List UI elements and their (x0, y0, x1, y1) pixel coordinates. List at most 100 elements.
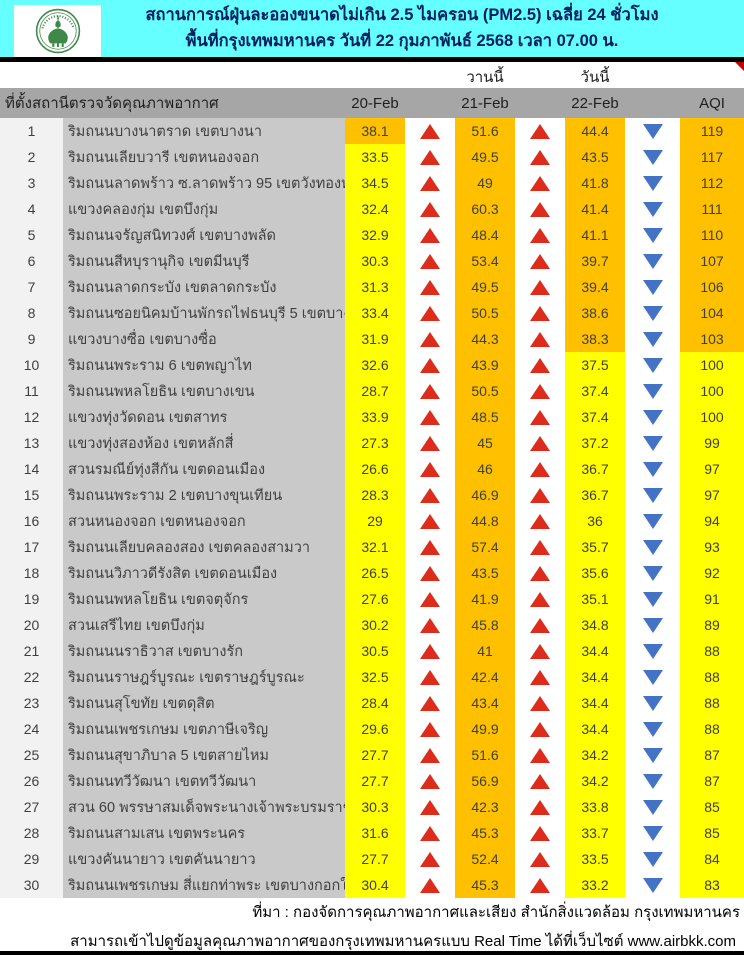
today-label: วันนี้ (580, 69, 610, 86)
header-banner: สถานการณ์ฝุ่นละอองขนาดไม่เกิน 2.5 ไมครอน… (0, 0, 744, 57)
trend-aqi-cell (625, 768, 680, 794)
pm25-21feb-value: 49.5 (455, 274, 515, 300)
pm25-20feb-value: 28.4 (345, 690, 405, 716)
pm25-20feb-value: 32.5 (345, 664, 405, 690)
trend-22feb-cell (515, 196, 565, 222)
trend-aqi-cell (625, 274, 680, 300)
trend-aqi-cell (625, 534, 680, 560)
table-row: 19 ริมถนนพหลโยธิน เขตจตุจักร 27.6 41.9 3… (0, 586, 744, 612)
pm25-21feb-value: 50.5 (455, 378, 515, 404)
trend-21feb-cell (405, 742, 455, 768)
pm25-22feb-value: 35.7 (565, 534, 625, 560)
pm25-20feb-value: 26.5 (345, 560, 405, 586)
aqi-value: 100 (680, 352, 744, 378)
trend-22feb-cell (515, 768, 565, 794)
trend-up-icon (530, 877, 550, 893)
trend-up-icon (530, 513, 550, 529)
aqi-value: 99 (680, 430, 744, 456)
station-name: สวนหนองจอก เขตหนองจอก (63, 508, 345, 534)
pm25-22feb-value: 33.2 (565, 872, 625, 898)
pm25-21feb-value: 49.5 (455, 144, 515, 170)
trend-up-icon (530, 747, 550, 763)
station-name: สวนรมณีย์ทุ่งสีกัน เขตดอนเมือง (63, 456, 345, 482)
trend-21feb-cell (405, 872, 455, 898)
trend-21feb-cell (405, 612, 455, 638)
pm25-20feb-value: 30.4 (345, 872, 405, 898)
row-number: 8 (0, 300, 63, 326)
table-row: 17 ริมถนนเลียบคลองสอง เขตคลองสามวา 32.1 … (0, 534, 744, 560)
trend-down-icon (642, 747, 663, 763)
trend-up-icon (420, 331, 440, 347)
trend-down-icon (642, 487, 663, 503)
aqi-value: 110 (680, 222, 744, 248)
pm25-20feb-value: 32.6 (345, 352, 405, 378)
trend-down-icon (642, 201, 663, 217)
trend-aqi-cell (625, 326, 680, 352)
row-number: 1 (0, 118, 63, 144)
trend-up-icon (530, 643, 550, 659)
pm25-22feb-value: 37.4 (565, 404, 625, 430)
pm25-20feb-value: 34.5 (345, 170, 405, 196)
trend-aqi-cell (625, 456, 680, 482)
trend-21feb-cell (405, 794, 455, 820)
trend-22feb-cell (515, 664, 565, 690)
table-row: 15 ริมถนนพระราม 2 เขตบางขุนเทียน 28.3 46… (0, 482, 744, 508)
pm25-22feb-value: 39.4 (565, 274, 625, 300)
aqi-value: 100 (680, 404, 744, 430)
trend-up-icon (530, 617, 550, 633)
trend-down-icon (642, 851, 663, 867)
table-row: 27 สวน 60 พรรษาสมเด็จพระนางเจ้าพระบรมราช… (0, 794, 744, 820)
trend-22feb-cell (515, 482, 565, 508)
trend-aqi-cell (625, 612, 680, 638)
trend-down-icon (642, 695, 663, 711)
table-row: 30 ริมถนนเพชรเกษม สี่แยกท่าพระ เขตบางกอก… (0, 872, 744, 898)
pm25-21feb-value: 48.5 (455, 404, 515, 430)
trend-21feb-cell (405, 378, 455, 404)
trend-up-icon (420, 695, 440, 711)
pm25-21feb-value: 49 (455, 170, 515, 196)
trend-aqi-cell (625, 820, 680, 846)
row-number: 7 (0, 274, 63, 300)
trend-aqi-cell (625, 352, 680, 378)
trend-21feb-cell (405, 534, 455, 560)
aqi-value: 100 (680, 378, 744, 404)
pm25-22feb-value: 39.7 (565, 248, 625, 274)
station-name: ริมถนนสีหบุรานุกิจ เขตมีนบุรี (63, 248, 345, 274)
pm25-20feb-value: 29 (345, 508, 405, 534)
pm25-22feb-value: 37.2 (565, 430, 625, 456)
trend-up-icon (530, 695, 550, 711)
trend-22feb-cell (515, 508, 565, 534)
trend-21feb-cell (405, 690, 455, 716)
trend-21feb-cell (405, 352, 455, 378)
station-name: ริมถนนลาดกระบัง เขตลาดกระบัง (63, 274, 345, 300)
pm25-22feb-value: 34.4 (565, 690, 625, 716)
pm25-20feb-value: 32.1 (345, 534, 405, 560)
trend-down-icon (642, 305, 663, 321)
trend-down-icon (642, 149, 663, 165)
table-row: 25 ริมถนนสุขาภิบาล 5 เขตสายไหม 27.7 51.6… (0, 742, 744, 768)
aqi-value: 93 (680, 534, 744, 560)
trend-21feb-cell (405, 196, 455, 222)
pm25-21feb-value: 44.8 (455, 508, 515, 534)
page-title: สถานการณ์ฝุ่นละอองขนาดไม่เกิน 2.5 ไมครอน… (145, 5, 659, 24)
trend-up-icon (420, 773, 440, 789)
trend-aqi-cell (625, 794, 680, 820)
trend-down-icon (642, 461, 663, 477)
col-header-22feb: 22-Feb (571, 94, 619, 112)
trend-up-icon (420, 799, 440, 815)
row-number: 12 (0, 404, 63, 430)
row-number: 29 (0, 846, 63, 872)
page-title-block: สถานการณ์ฝุ่นละอองขนาดไม่เกิน 2.5 ไมครอน… (85, 3, 658, 54)
station-name: สวนเสรีไทย เขตบึงกุ่ม (63, 612, 345, 638)
trend-up-icon (420, 409, 440, 425)
pm25-20feb-value: 30.3 (345, 248, 405, 274)
station-name: ริมถนนเลียบวารี เขตหนองจอก (63, 144, 345, 170)
trend-up-icon (530, 175, 550, 191)
trend-down-icon (642, 877, 663, 893)
station-name: ริมถนนลาดพร้าว ซ.ลาดพร้าว 95 เขตวังทองหล… (63, 170, 345, 196)
pm25-22feb-value: 33.5 (565, 846, 625, 872)
trend-down-icon (642, 357, 663, 373)
trend-aqi-cell (625, 248, 680, 274)
trend-22feb-cell (515, 118, 565, 144)
trend-down-icon (642, 123, 663, 139)
